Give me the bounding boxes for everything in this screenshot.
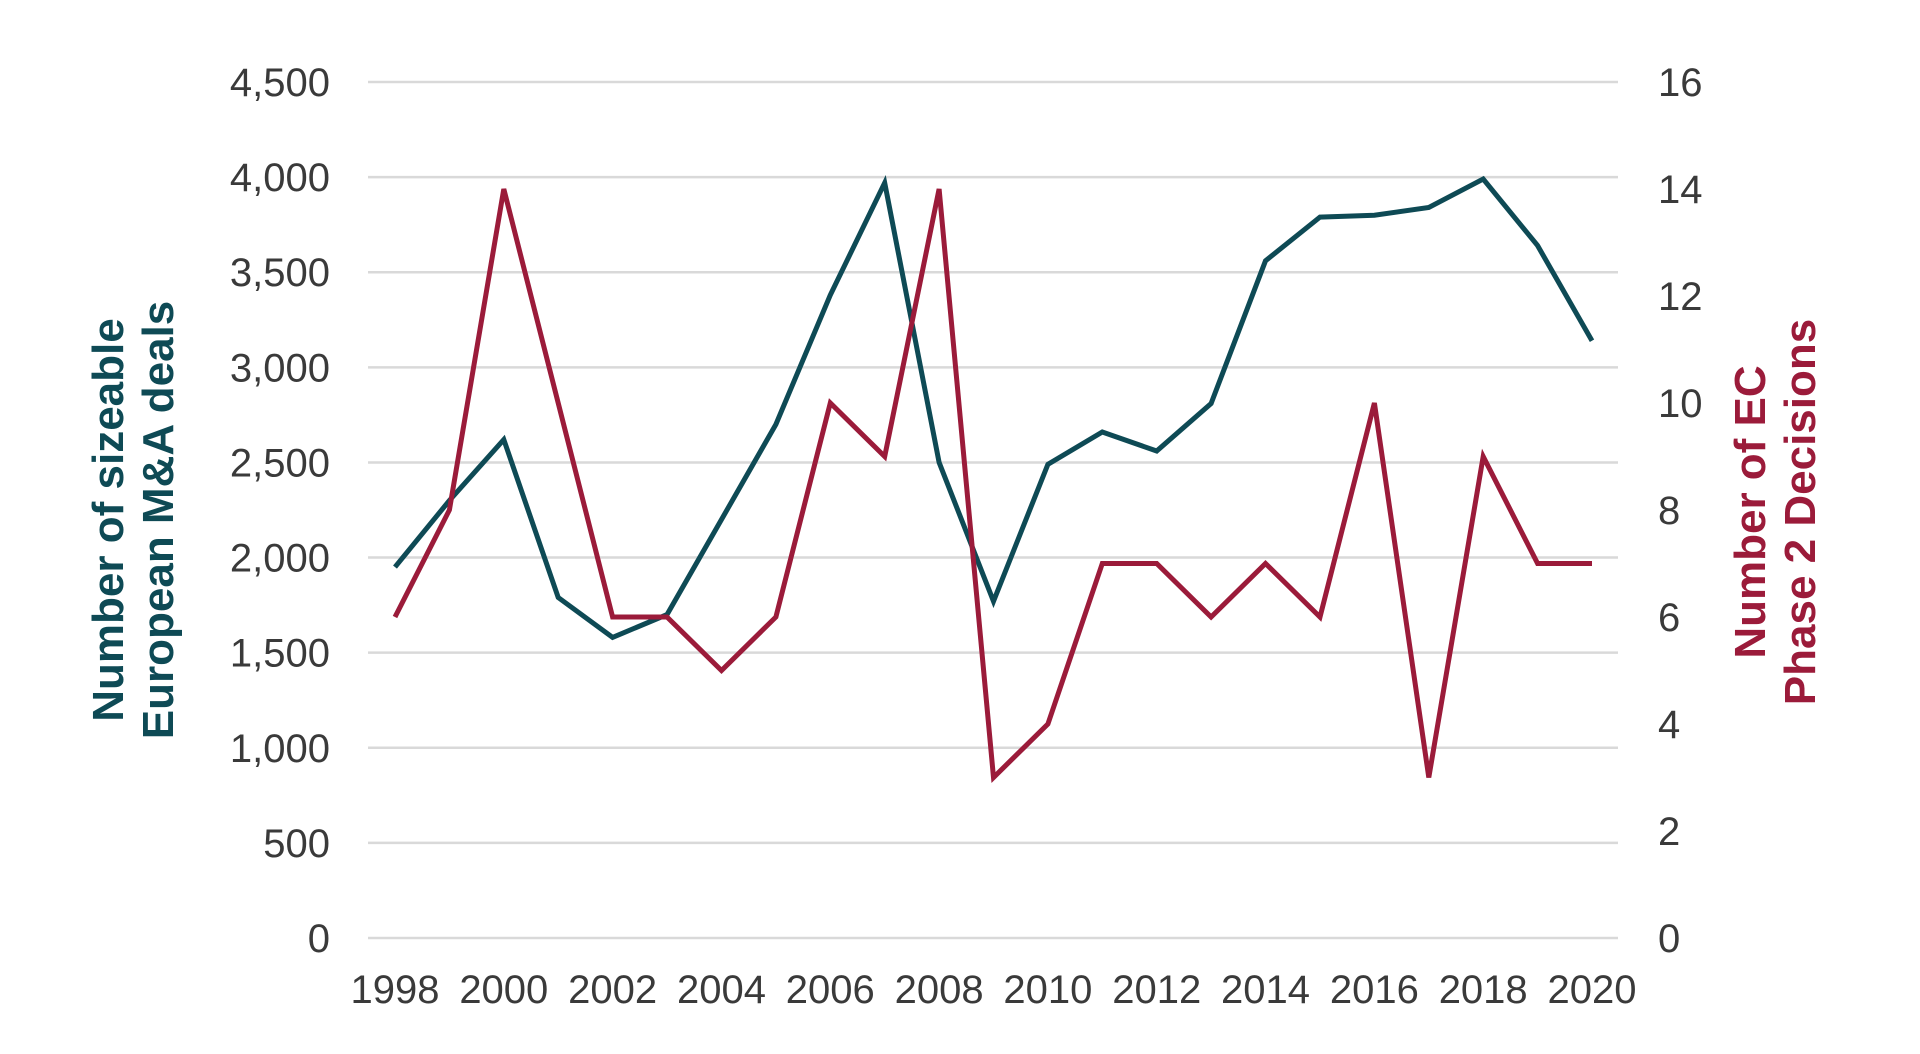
gridlines — [368, 80, 1618, 940]
x-tick-label: 2004 — [677, 968, 766, 1012]
x-tick-label: 2018 — [1439, 968, 1528, 1012]
x-tick-label: 2002 — [568, 968, 657, 1012]
x-tick-label: 2010 — [1003, 968, 1092, 1012]
left-tick-label: 500 — [263, 822, 330, 866]
x-tick-label: 2016 — [1330, 968, 1419, 1012]
ma-deals-line — [393, 174, 1595, 641]
right-axis-ticks: 0 2 4 6 8 10 12 14 16 — [1658, 61, 1703, 961]
right-tick-label: 16 — [1658, 61, 1703, 105]
left-tick-label: 1,000 — [230, 727, 330, 771]
left-axis-ticks: 0 500 1,000 1,500 2,000 2,500 3,000 3,500 4,000 4… — [230, 61, 330, 961]
x-tick-label: 1998 — [351, 968, 440, 1012]
left-tick-label: 4,000 — [230, 156, 330, 200]
right-tick-label: 2 — [1658, 810, 1680, 854]
left-tick-label: 0 — [308, 917, 330, 961]
right-tick-label: 12 — [1658, 275, 1703, 319]
right-tick-label: 6 — [1658, 596, 1680, 640]
x-tick-label: 2020 — [1548, 968, 1637, 1012]
left-tick-label: 3,500 — [230, 251, 330, 295]
x-tick-label: 2006 — [786, 968, 875, 1012]
left-tick-label: 4,500 — [230, 61, 330, 105]
left-tick-label: 3,000 — [230, 346, 330, 390]
series-lines — [392, 174, 1595, 783]
right-axis-title: Number of EC Phase 2 Decisions — [1726, 319, 1825, 705]
right-axis-title-line-1: Number of EC — [1726, 365, 1775, 658]
right-tick-label: 0 — [1658, 917, 1680, 961]
left-axis-title-line-2: European M&A deals — [134, 301, 183, 739]
right-axis-title-line-2: Phase 2 Decisions — [1776, 319, 1825, 705]
x-tick-label: 2000 — [459, 968, 548, 1012]
left-tick-label: 2,500 — [230, 441, 330, 485]
right-tick-label: 8 — [1658, 489, 1680, 533]
left-axis-title-line-1: Number of sizeable — [84, 318, 133, 721]
left-axis-title: Number of sizeable European M&A deals — [84, 301, 183, 739]
right-tick-label: 10 — [1658, 382, 1703, 426]
x-tick-label: 2014 — [1221, 968, 1310, 1012]
x-tick-label: 2008 — [895, 968, 984, 1012]
left-tick-label: 2,000 — [230, 537, 330, 581]
right-tick-label: 14 — [1658, 168, 1703, 212]
left-tick-label: 1,500 — [230, 632, 330, 676]
ec-phase2-decisions-line — [392, 188, 1592, 783]
right-tick-label: 4 — [1658, 703, 1680, 747]
x-tick-label: 2012 — [1112, 968, 1201, 1012]
x-axis-ticks: 1998 2000 2002 2004 2006 2008 2010 2012 2014 2016… — [351, 968, 1637, 1012]
